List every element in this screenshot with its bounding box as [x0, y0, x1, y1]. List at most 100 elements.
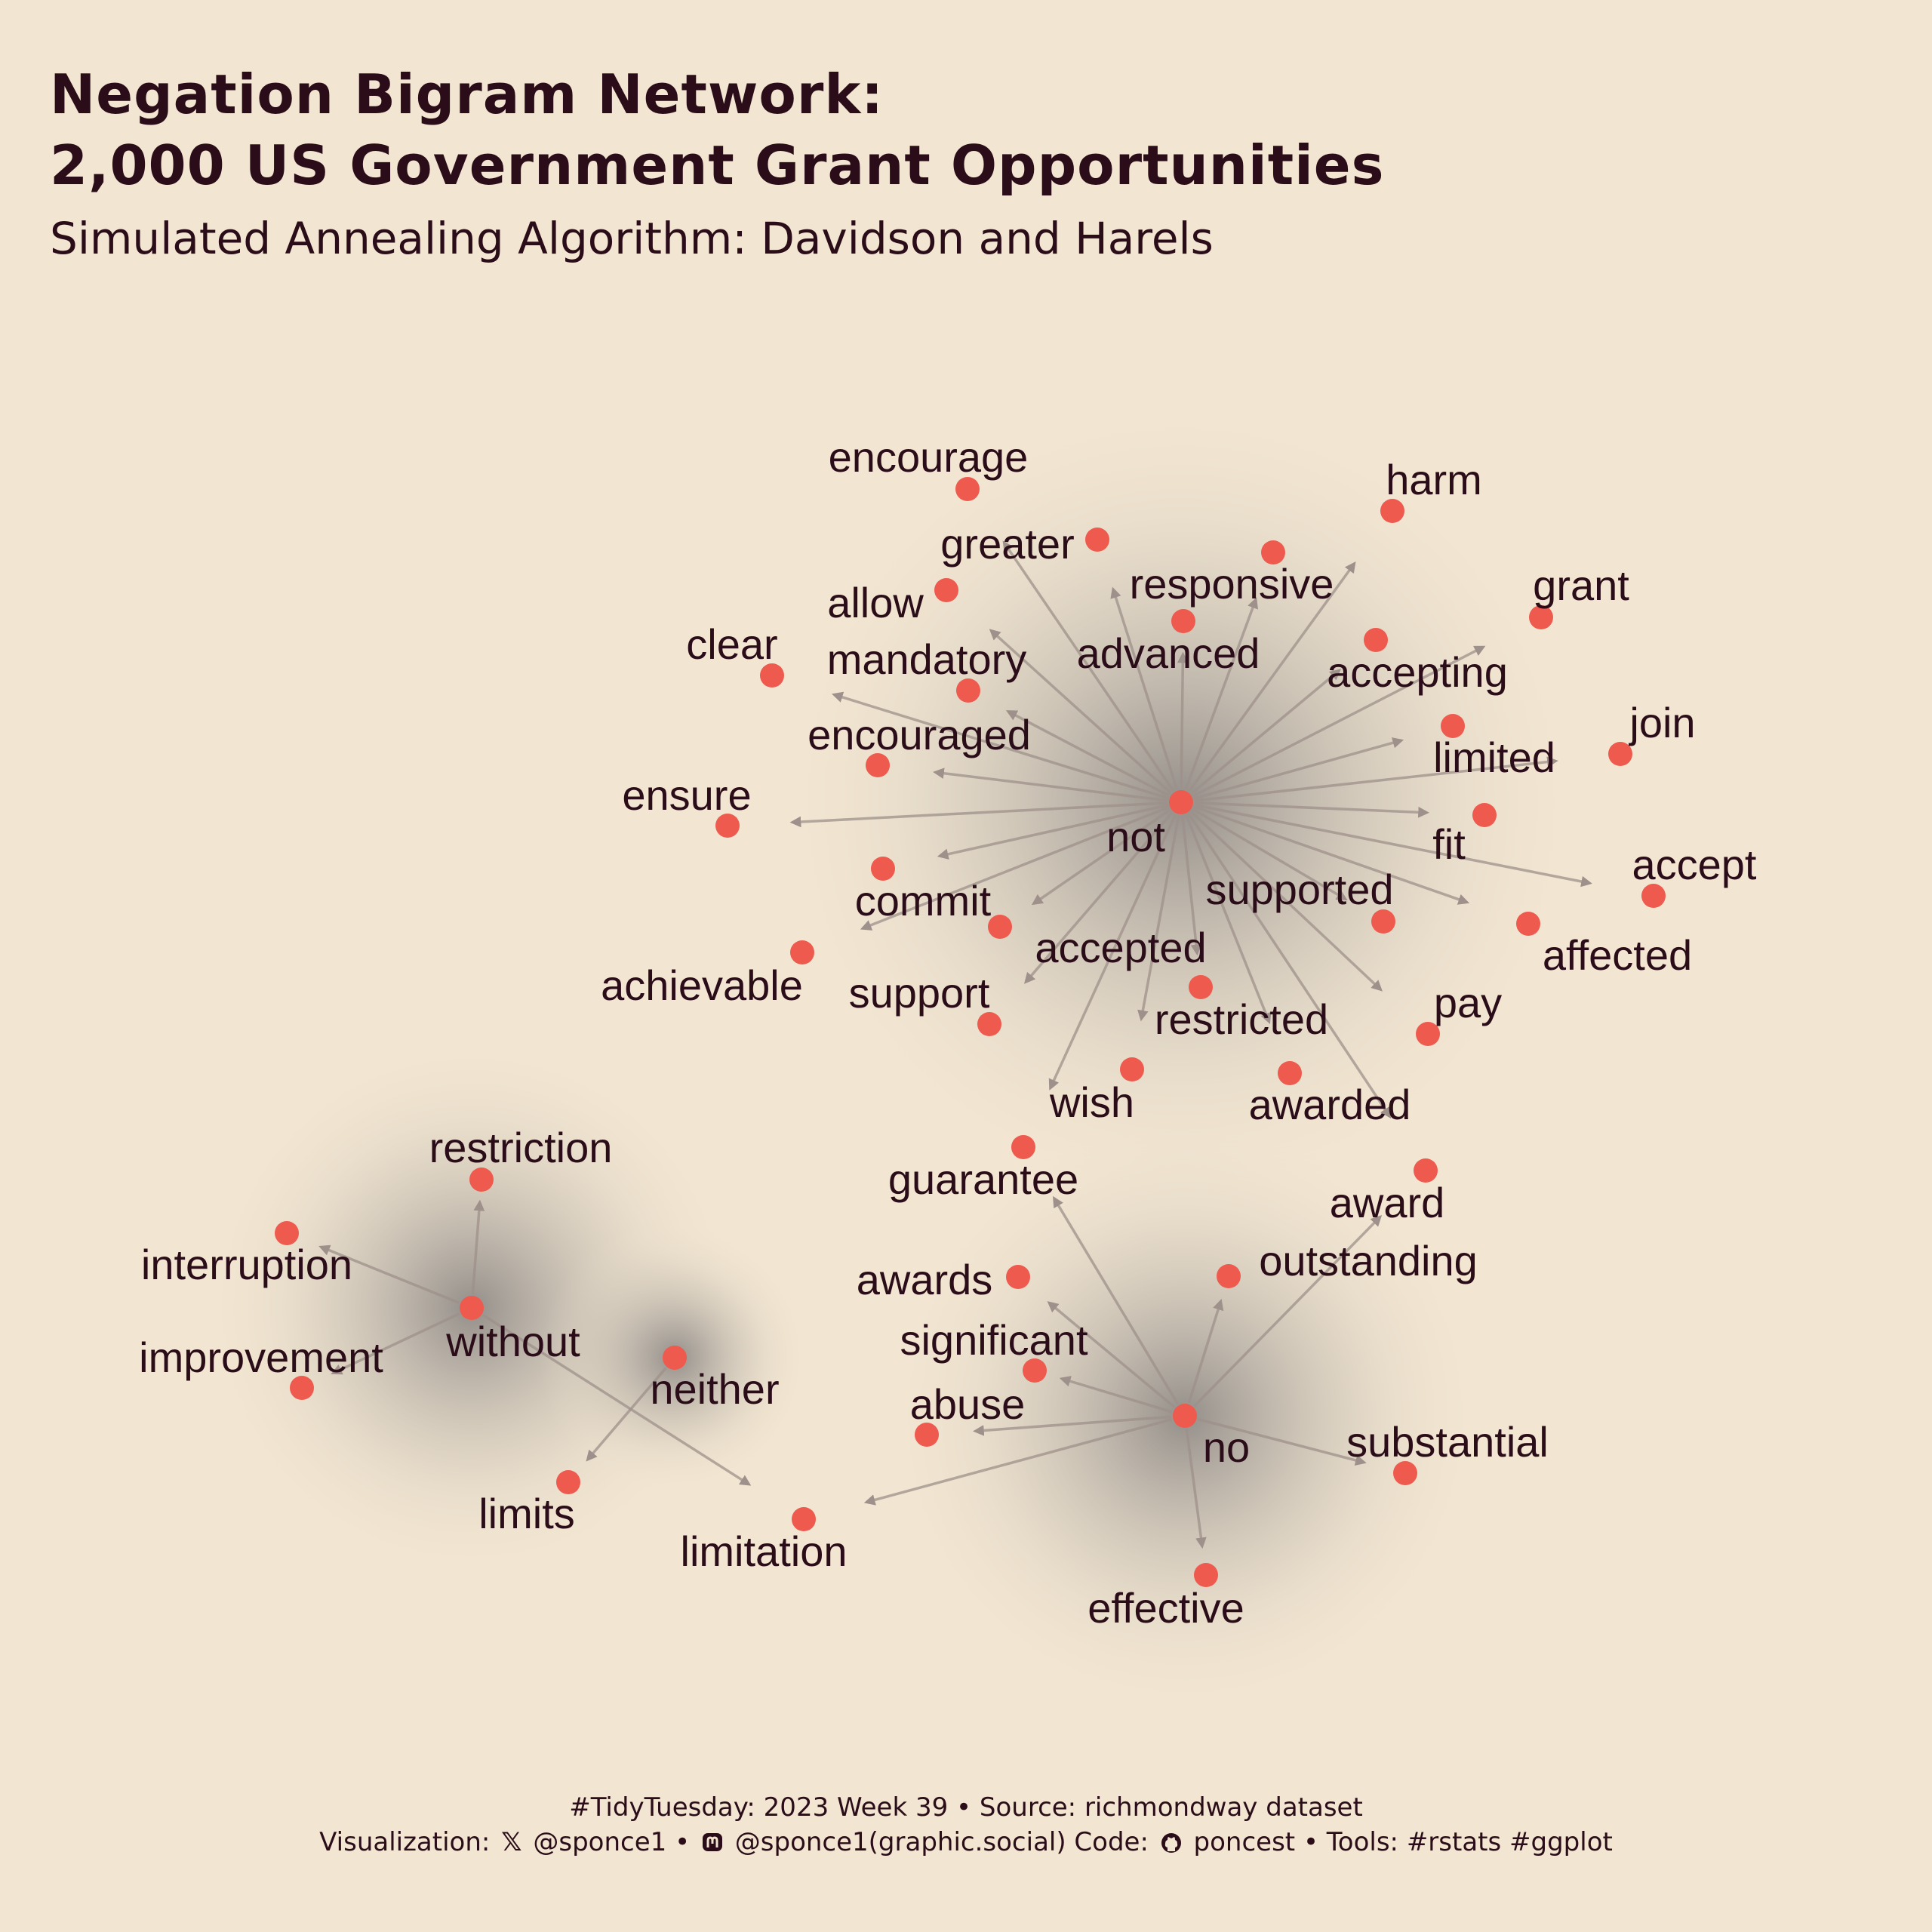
edge-no-substantial [1197, 1417, 1367, 1466]
caption-line-2: Visualization: 𝕏 @sponce1 • @sponce1(gra… [0, 1825, 1932, 1860]
node-harm [1380, 499, 1404, 523]
edge-not-encouraged [933, 768, 1168, 802]
edge-not-pay [1189, 811, 1383, 992]
node-label-accepted: accepted [1035, 924, 1206, 971]
node-allow [934, 578, 958, 602]
node-restricted [1189, 975, 1213, 999]
node-mandatory [956, 678, 980, 703]
edge-neither-limits [586, 1367, 667, 1462]
node-label-harm: harm [1386, 456, 1482, 503]
node-label-allow: allow [827, 579, 924, 626]
caption-x-handle: @sponce1 • [533, 1827, 691, 1857]
node-effective [1194, 1563, 1218, 1587]
node-label-supported: supported [1205, 866, 1393, 913]
edge-not-ensure [789, 801, 1168, 828]
edge-not-award [1187, 813, 1392, 1119]
node-label-without: without [445, 1318, 580, 1365]
edge-no-awards [1047, 1301, 1176, 1408]
edge-not-limited [1193, 737, 1404, 800]
node-greater [1085, 528, 1109, 552]
node-join [1608, 742, 1632, 766]
node-label-wish: wish [1049, 1078, 1134, 1126]
node-awarded [1278, 1061, 1302, 1085]
edge-not-wish [1137, 815, 1180, 1022]
node-label-grant: grant [1533, 561, 1629, 609]
node-limits [556, 1470, 580, 1494]
node-label-restricted: restricted [1155, 995, 1328, 1043]
node-limitation [792, 1507, 816, 1531]
node-label-fit: fit [1432, 820, 1466, 868]
node-label-award: award [1330, 1179, 1445, 1226]
edge-not-guarantee [1048, 814, 1177, 1091]
edge-without-limitation [482, 1314, 752, 1486]
x-logo-icon: 𝕏 [501, 1827, 522, 1857]
node-label-advanced: advanced [1077, 629, 1260, 677]
node-achievable [790, 940, 814, 964]
node-label-no: no [1203, 1423, 1250, 1471]
edge-not-responsive [1184, 597, 1258, 790]
edge-not-encourage [1002, 540, 1175, 792]
edge-not-supported [1192, 808, 1348, 901]
node-wish [1120, 1057, 1144, 1081]
node-support [977, 1012, 1001, 1036]
node-guarantee [1011, 1135, 1035, 1159]
caption: #TidyTuesday: 2023 Week 39 • Source: ric… [0, 1790, 1932, 1860]
caption-visualization-label: Visualization: [319, 1827, 491, 1857]
node-clear [760, 663, 784, 688]
node-grant [1529, 605, 1553, 629]
node-substantial [1393, 1461, 1417, 1485]
node-outstanding [1217, 1264, 1241, 1288]
edge-no-award [1193, 1214, 1383, 1407]
node-advanced [1171, 609, 1195, 633]
chart-subtitle: Simulated Annealing Algorithm: Davidson … [50, 213, 1214, 264]
caption-mastodon-handle: @sponce1(graphic.social) Code: [734, 1827, 1149, 1857]
node-supported [1371, 909, 1395, 934]
node-label-ensure: ensure [622, 771, 751, 819]
node-label-substantial: substantial [1346, 1418, 1549, 1466]
node-label-limitation: limitation [681, 1527, 848, 1575]
node-label-awarded: awarded [1249, 1081, 1411, 1128]
github-icon [1160, 1825, 1183, 1860]
node-label-accepting: accepting [1327, 648, 1508, 696]
node-encouraged [866, 753, 890, 777]
edge-not-awarded [1185, 814, 1272, 1025]
chart-title: Negation Bigram Network: 2,000 US Govern… [50, 59, 1384, 201]
node-label-awards: awards [857, 1256, 993, 1303]
node-label-interruption: interruption [141, 1241, 352, 1288]
node-label-abuse: abuse [910, 1380, 1026, 1428]
edge-not-grant [1192, 645, 1486, 798]
node-label-join: join [1628, 699, 1695, 746]
edge-without-interruption [318, 1244, 460, 1304]
edge-without-improvement [331, 1312, 460, 1375]
edge-not-harm [1188, 561, 1356, 792]
edge-not-advanced [1177, 651, 1189, 789]
node-layer [275, 477, 1666, 1587]
node-label-encouraged: encouraged [808, 711, 1031, 758]
edge-not-restricted [1181, 815, 1202, 956]
mastodon-icon [701, 1825, 724, 1860]
node-restriction [469, 1168, 494, 1192]
node-no [1173, 1404, 1197, 1428]
edge-not-accept [1194, 803, 1592, 888]
edge-not-accepted [1031, 808, 1171, 906]
edge-not-support [1023, 811, 1174, 984]
edge-no-guarantee [1053, 1195, 1180, 1405]
node-label-limited: limited [1433, 734, 1555, 781]
node-ensure [715, 814, 740, 838]
node-label-greater: greater [940, 520, 1074, 568]
edge-no-limitation [863, 1418, 1173, 1506]
node-label-outstanding: outstanding [1259, 1237, 1478, 1284]
node-label-restriction: restriction [429, 1124, 613, 1171]
edge-not-fit [1194, 801, 1429, 818]
node-commit [871, 857, 895, 881]
edge-no-outstanding [1187, 1298, 1224, 1404]
edge-no-significant [1059, 1376, 1173, 1414]
node-label-accept: accept [1632, 841, 1757, 888]
node-label-pay: pay [1434, 979, 1502, 1026]
node-label-commit: commit [855, 877, 992, 924]
edge-not-commit [937, 804, 1168, 860]
edge-not-mandatory [1005, 710, 1170, 798]
caption-line-1: #TidyTuesday: 2023 Week 39 • Source: ric… [569, 1792, 1363, 1823]
node-not [1169, 790, 1193, 814]
